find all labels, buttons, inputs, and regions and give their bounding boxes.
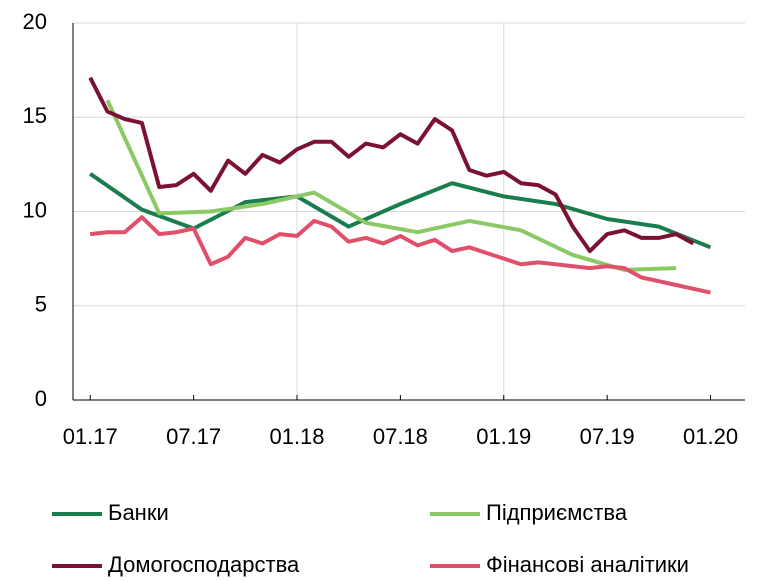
- series-line: [89, 215, 711, 295]
- y-tick-label: 0: [35, 386, 47, 411]
- x-tick-label: 01.18: [269, 424, 324, 449]
- series-line: [105, 99, 677, 272]
- x-tick-label: 07.17: [166, 424, 221, 449]
- legend-label: Підприємства: [486, 500, 628, 525]
- x-tick-label: 07.19: [580, 424, 635, 449]
- x-tick-label: 01.20: [683, 424, 738, 449]
- y-tick-label: 15: [23, 103, 47, 128]
- legend-label: Банки: [108, 500, 169, 525]
- x-tick-label: 01.19: [476, 424, 531, 449]
- x-tick-label: 01.17: [63, 424, 118, 449]
- y-tick-label: 20: [23, 9, 47, 34]
- y-tick-label: 10: [23, 197, 47, 222]
- y-tick-label: 5: [35, 292, 47, 317]
- legend-label: Фінансові аналітики: [486, 552, 689, 577]
- x-tick-label: 07.18: [373, 424, 428, 449]
- series-line: [88, 76, 695, 254]
- legend-label: Домогосподарства: [108, 552, 300, 577]
